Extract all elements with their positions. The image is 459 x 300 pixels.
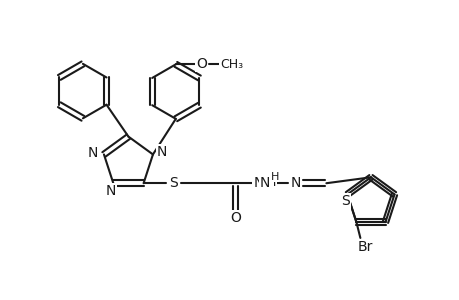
- Text: S: S: [340, 194, 349, 208]
- Text: Br: Br: [357, 240, 372, 254]
- Text: N: N: [157, 146, 167, 159]
- Text: N: N: [290, 176, 300, 190]
- Text: N: N: [253, 176, 263, 190]
- Text: O: O: [196, 57, 207, 71]
- Text: H: H: [266, 176, 275, 189]
- Text: S: S: [168, 176, 177, 190]
- Text: CH₃: CH₃: [220, 58, 243, 71]
- Text: N: N: [88, 146, 98, 161]
- Text: O: O: [230, 211, 240, 225]
- Text: N: N: [106, 184, 116, 198]
- Text: N: N: [259, 176, 269, 190]
- Text: H: H: [270, 172, 279, 182]
